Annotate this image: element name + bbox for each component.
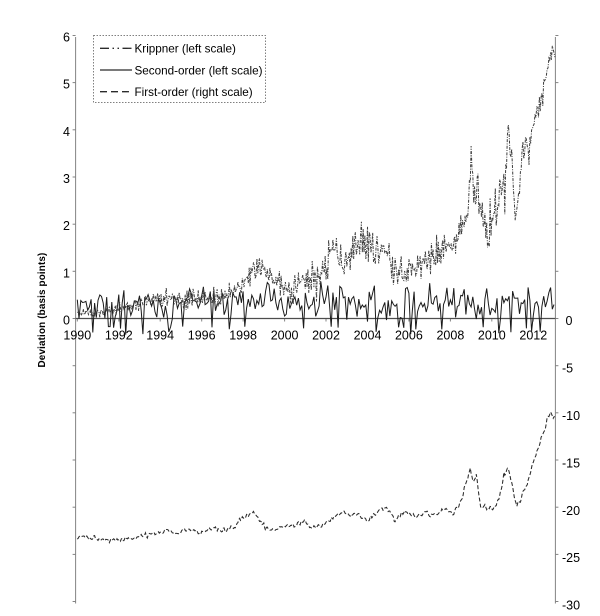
- svg-text:0: 0: [63, 314, 70, 328]
- svg-text:-5: -5: [562, 361, 573, 375]
- svg-text:-15: -15: [562, 456, 580, 470]
- svg-text:1994: 1994: [146, 329, 174, 343]
- svg-text:Deviation (basis points): Deviation (basis points): [37, 253, 48, 368]
- svg-text:2: 2: [63, 219, 70, 233]
- svg-text:1998: 1998: [229, 329, 257, 343]
- svg-text:1992: 1992: [105, 329, 133, 343]
- svg-text:4: 4: [63, 125, 70, 139]
- svg-text:Second-order (left scale): Second-order (left scale): [135, 64, 263, 77]
- svg-text:2010: 2010: [478, 329, 506, 343]
- svg-text:3: 3: [63, 172, 70, 186]
- svg-text:-25: -25: [562, 551, 580, 565]
- svg-text:2012: 2012: [519, 329, 547, 343]
- svg-text:-30: -30: [562, 599, 580, 613]
- svg-text:2000: 2000: [271, 329, 299, 343]
- svg-text:1996: 1996: [188, 329, 216, 343]
- svg-text:2004: 2004: [354, 329, 382, 343]
- svg-text:0: 0: [566, 314, 573, 328]
- svg-text:1990: 1990: [63, 329, 91, 343]
- svg-text:2002: 2002: [312, 329, 340, 343]
- svg-text:2006: 2006: [395, 329, 423, 343]
- svg-text:First-order (right scale): First-order (right scale): [135, 86, 253, 99]
- svg-text:Krippner (left scale): Krippner (left scale): [135, 43, 236, 56]
- svg-text:6: 6: [63, 31, 70, 45]
- svg-text:2008: 2008: [436, 329, 464, 343]
- svg-text:1: 1: [63, 266, 70, 280]
- svg-text:-10: -10: [562, 409, 580, 423]
- svg-text:-20: -20: [562, 504, 580, 518]
- svg-text:5: 5: [63, 78, 70, 92]
